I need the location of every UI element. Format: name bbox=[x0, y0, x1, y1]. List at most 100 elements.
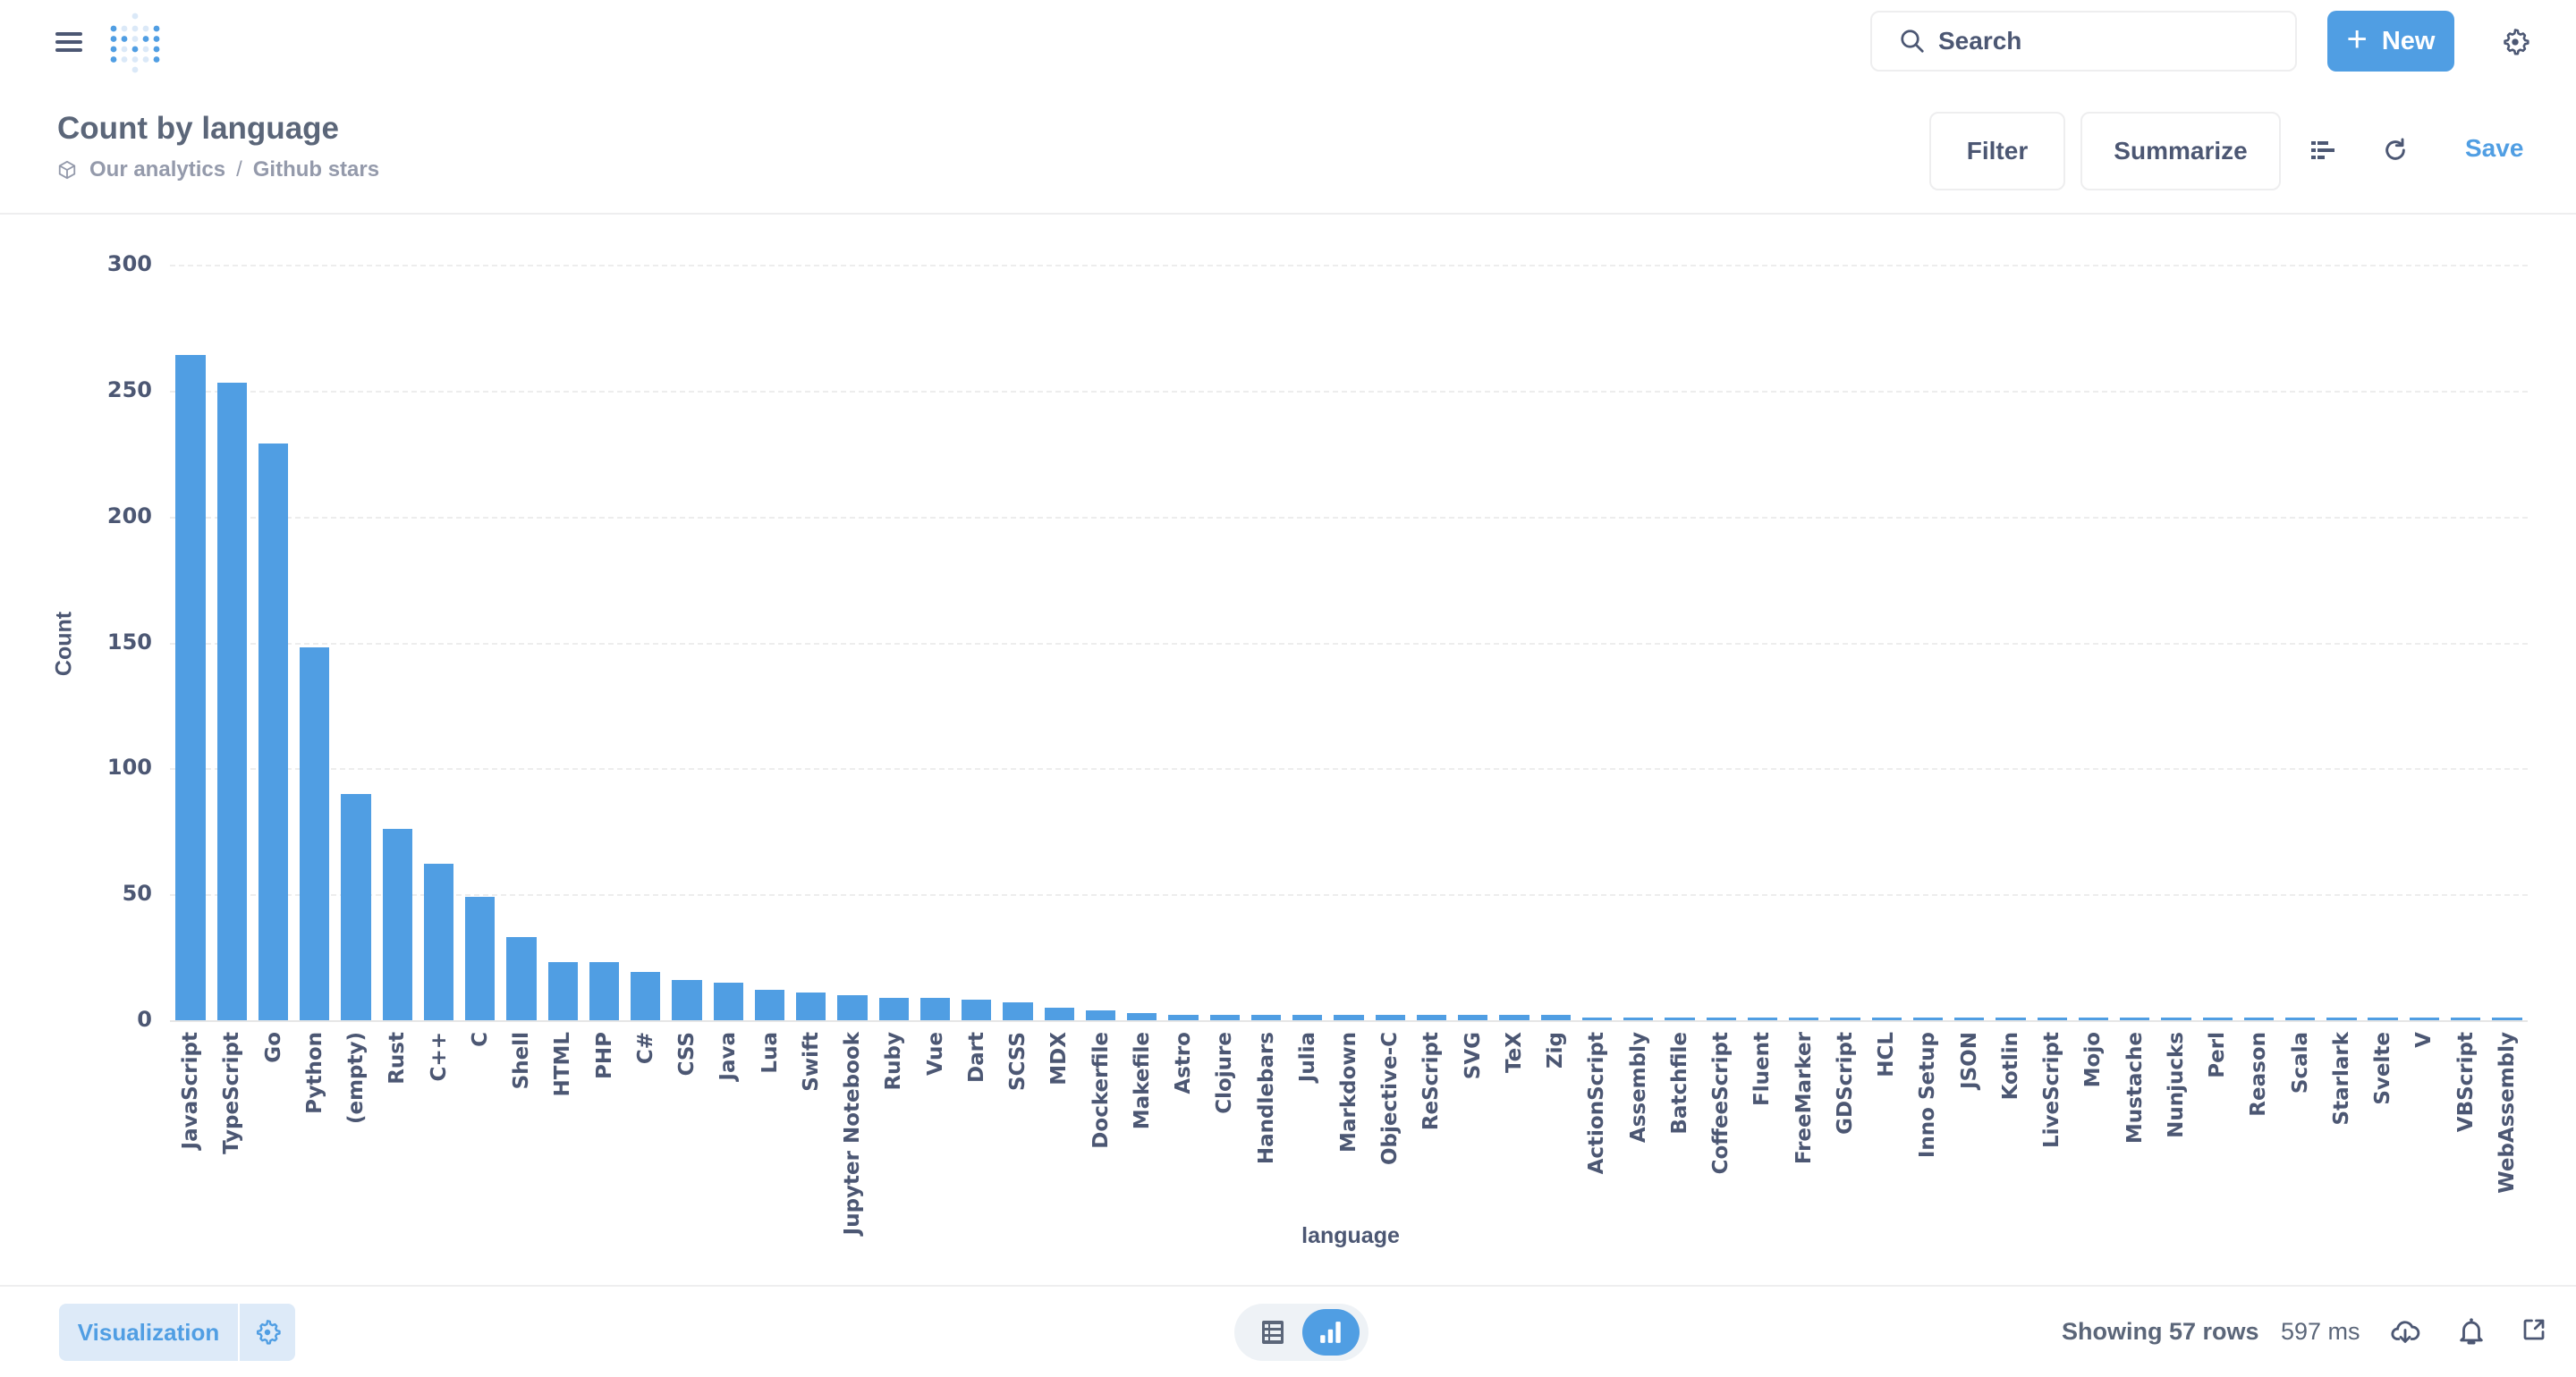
visualization-button[interactable]: Visualization bbox=[59, 1304, 238, 1361]
x-tick-label: Fluent bbox=[1750, 1032, 1775, 1106]
refresh-button[interactable] bbox=[2381, 136, 2410, 165]
y-tick-label: 0 bbox=[137, 1007, 152, 1032]
breadcrumb-our-analytics[interactable]: Our analytics bbox=[89, 157, 226, 182]
x-tick-label: Svelte bbox=[2371, 1032, 2395, 1105]
bar-objective-c[interactable] bbox=[1375, 1015, 1405, 1020]
gridline bbox=[170, 390, 2528, 393]
save-button[interactable]: Save bbox=[2465, 134, 2524, 162]
bar-v[interactable] bbox=[2409, 1018, 2440, 1020]
x-tick-label: Mojo bbox=[2081, 1032, 2106, 1088]
bar-chart-icon bbox=[1320, 1322, 1341, 1343]
gridline bbox=[170, 894, 2528, 897]
bar-dart[interactable] bbox=[962, 1000, 992, 1020]
bar-vbscript[interactable] bbox=[2450, 1018, 2481, 1020]
bar-tex[interactable] bbox=[1499, 1015, 1530, 1020]
bar-gdscript[interactable] bbox=[1830, 1018, 1860, 1020]
bar-scala[interactable] bbox=[2285, 1018, 2316, 1020]
bar-perl[interactable] bbox=[2202, 1018, 2233, 1020]
bar-typescript[interactable] bbox=[216, 383, 247, 1020]
bar-ruby[interactable] bbox=[878, 997, 909, 1020]
bar-zig[interactable] bbox=[1540, 1015, 1571, 1020]
share-button[interactable] bbox=[2521, 1316, 2551, 1347]
bar-mustache[interactable] bbox=[2120, 1018, 2150, 1020]
x-tick-label: Swift bbox=[799, 1032, 823, 1092]
bar-html[interactable] bbox=[547, 962, 578, 1020]
x-tick-label: Jupyter Notebook bbox=[841, 1032, 865, 1236]
new-button[interactable]: + New bbox=[2327, 11, 2454, 72]
bar-rust[interactable] bbox=[382, 828, 412, 1020]
notebook-editor-button[interactable] bbox=[2311, 139, 2334, 161]
bar-coffeescript[interactable] bbox=[1706, 1018, 1736, 1020]
y-tick-label: 300 bbox=[106, 251, 152, 276]
alert-button[interactable] bbox=[2456, 1316, 2487, 1347]
bar-css[interactable] bbox=[672, 979, 702, 1020]
bar-c[interactable] bbox=[465, 896, 496, 1020]
bar-julia[interactable] bbox=[1292, 1015, 1323, 1020]
hamburger-icon-line bbox=[55, 48, 82, 52]
bar-webassembly[interactable] bbox=[2492, 1018, 2522, 1020]
x-tick-label: Go bbox=[261, 1032, 285, 1063]
metabase-logo[interactable] bbox=[109, 13, 161, 73]
bar-starlark[interactable] bbox=[2326, 1018, 2357, 1020]
search-input[interactable]: Search bbox=[1870, 11, 2297, 72]
bar-php[interactable] bbox=[589, 962, 620, 1020]
bar-handlebars[interactable] bbox=[1250, 1015, 1282, 1020]
plus-icon: + bbox=[2346, 20, 2368, 59]
x-tick-label: Objective-C bbox=[1378, 1032, 1402, 1166]
bar-shell[interactable] bbox=[506, 937, 537, 1020]
bar-jupyter-notebook[interactable] bbox=[837, 994, 868, 1020]
x-tick-label: Clojure bbox=[1213, 1032, 1237, 1114]
footer-divider bbox=[0, 1285, 2576, 1287]
bar-c-[interactable] bbox=[423, 864, 454, 1020]
bar-rescript[interactable] bbox=[1416, 1015, 1447, 1020]
x-tick-label: Kotlin bbox=[1998, 1032, 2022, 1101]
bar-makefile[interactable] bbox=[1127, 1012, 1157, 1020]
bar-go[interactable] bbox=[258, 443, 289, 1020]
bar-lua[interactable] bbox=[754, 990, 785, 1020]
summarize-button[interactable]: Summarize bbox=[2080, 112, 2281, 190]
bar-nunjucks[interactable] bbox=[2161, 1018, 2191, 1020]
download-button[interactable] bbox=[2390, 1316, 2420, 1347]
x-tick-label: PHP bbox=[592, 1032, 616, 1079]
bar--empty-[interactable] bbox=[341, 793, 371, 1020]
breadcrumb-github-stars[interactable]: Github stars bbox=[252, 157, 380, 182]
bar-svelte[interactable] bbox=[2368, 1018, 2398, 1020]
gridline bbox=[170, 642, 2528, 645]
settings-button[interactable] bbox=[2500, 27, 2530, 57]
bar-swift[interactable] bbox=[796, 993, 826, 1020]
hamburger-menu-button[interactable] bbox=[55, 32, 82, 54]
chart-view-button[interactable] bbox=[1302, 1309, 1360, 1356]
visualization-settings-button[interactable] bbox=[240, 1304, 295, 1361]
filter-button[interactable]: Filter bbox=[1929, 112, 2065, 190]
bar-svg[interactable] bbox=[1458, 1015, 1488, 1020]
x-tick-label: TeX bbox=[1502, 1032, 1526, 1073]
bar-scss[interactable] bbox=[1003, 1002, 1033, 1020]
bar-javascript[interactable] bbox=[175, 355, 206, 1020]
bar-fluent[interactable] bbox=[1747, 1018, 1778, 1020]
x-tick-label: Nunjucks bbox=[2164, 1032, 2188, 1138]
bar-assembly[interactable] bbox=[1623, 1018, 1654, 1020]
bar-kotlin[interactable] bbox=[1996, 1018, 2026, 1020]
bar-freemarker[interactable] bbox=[1789, 1018, 1819, 1020]
bar-markdown[interactable] bbox=[1334, 1015, 1364, 1020]
bar-astro[interactable] bbox=[1168, 1015, 1199, 1020]
bar-dockerfile[interactable] bbox=[1085, 1010, 1116, 1020]
bar-c-[interactable] bbox=[631, 972, 661, 1020]
x-tick-label: Julia bbox=[1295, 1032, 1319, 1083]
bar-reason[interactable] bbox=[2243, 1018, 2275, 1020]
bar-python[interactable] bbox=[300, 647, 330, 1020]
bar-mdx[interactable] bbox=[1044, 1007, 1074, 1020]
table-view-button[interactable] bbox=[1261, 1320, 1284, 1345]
bar-hcl[interactable] bbox=[1871, 1018, 1902, 1020]
bar-vue[interactable] bbox=[919, 997, 951, 1020]
bar-actionscript[interactable] bbox=[1581, 1018, 1613, 1020]
bar-mojo[interactable] bbox=[2078, 1018, 2109, 1020]
y-tick-label: 100 bbox=[106, 755, 152, 781]
bar-clojure[interactable] bbox=[1209, 1015, 1240, 1020]
bar-inno-setup[interactable] bbox=[1912, 1018, 1944, 1020]
bar-livescript[interactable] bbox=[2037, 1018, 2067, 1020]
bar-json[interactable] bbox=[1954, 1018, 1985, 1020]
bar-batchfile[interactable] bbox=[1665, 1018, 1695, 1020]
hamburger-icon bbox=[55, 32, 82, 36]
bar-java[interactable] bbox=[713, 982, 743, 1020]
